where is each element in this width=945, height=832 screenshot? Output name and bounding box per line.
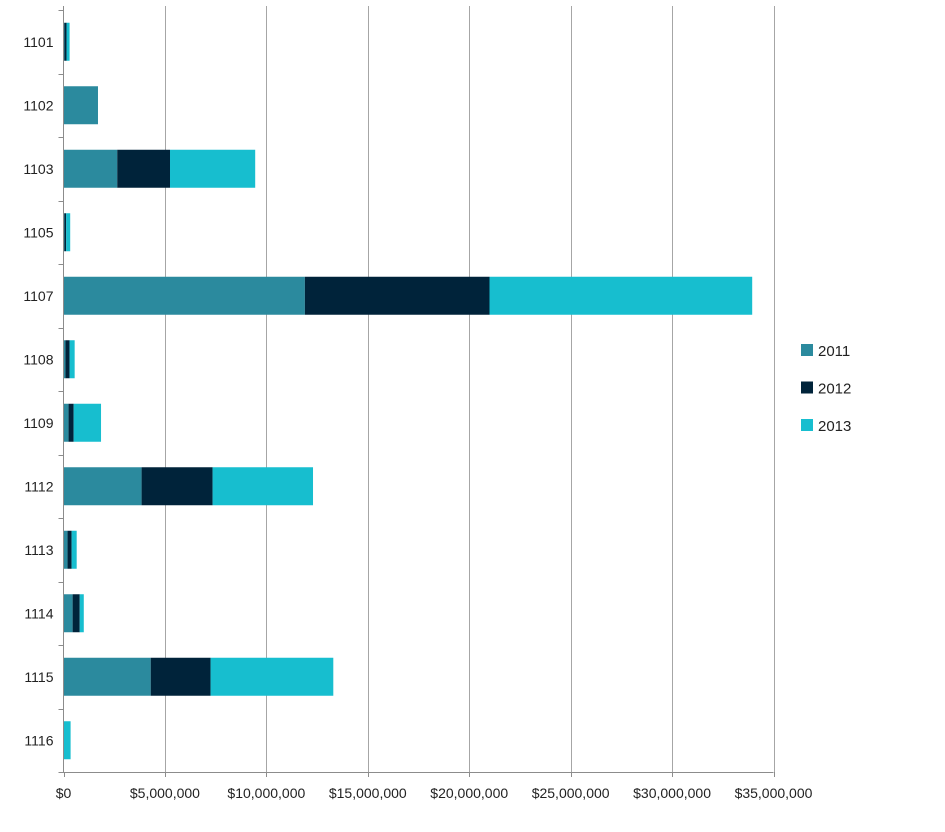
legend-swatch-2012: [801, 381, 813, 394]
bar-segment-1113-2012: [67, 530, 72, 569]
category-label: 1108: [23, 351, 53, 367]
bar-segment-1115-2013: [210, 657, 334, 696]
bar-segment-1101-2013: [66, 22, 70, 61]
category-labels: 1101 1102 1103 1105 1107 1108 1109 1112 1113 1114…: [23, 34, 53, 749]
bar-segment-1114-2011: [63, 594, 73, 633]
bar-segment-1112-2011: [63, 467, 142, 506]
legend: 2011 2012 2013: [801, 343, 851, 435]
legend-swatch-2013: [801, 419, 813, 431]
bar-segment-1114-2012: [72, 594, 80, 633]
x-tick-label: $35,000,000: [735, 785, 813, 801]
x-tick-label: $5,000,000: [130, 785, 200, 801]
legend-label-2013: 2013: [818, 418, 851, 435]
bar-segment-1105-2013: [66, 213, 71, 252]
category-label: 1113: [24, 542, 53, 558]
bar-segment-1107-2012: [304, 276, 490, 315]
bar-segment-1102-2011: [63, 86, 98, 125]
bar-segment-1105-2011: [63, 213, 65, 252]
x-tick-labels: $0 $5,000,000 $10,000,000 $15,000,000 $20,00…: [56, 785, 813, 801]
category-label: 1115: [24, 669, 53, 685]
bar-segment-1101-2012: [64, 22, 67, 61]
x-tick-label: $10,000,000: [227, 785, 305, 801]
bar-segment-1112-2013: [212, 467, 314, 506]
bar-segment-1107-2013: [489, 276, 753, 315]
bar-segment-1101-2011: [63, 22, 65, 61]
bar-segment-1114-2013: [79, 594, 84, 633]
gridlines: [165, 6, 775, 772]
x-tick-label: $30,000,000: [633, 785, 711, 801]
category-label: 1102: [23, 97, 53, 113]
bar-segment-1103-2011: [63, 149, 118, 188]
category-label: 1103: [23, 161, 53, 177]
category-label: 1101: [23, 34, 53, 50]
axes: [58, 6, 775, 777]
bar-segment-1107-2011: [63, 276, 305, 315]
category-label: 1112: [24, 478, 53, 494]
bar-segment-1113-2013: [71, 530, 77, 569]
bar-segment-1108-2012: [65, 340, 70, 379]
category-label: 1105: [23, 224, 53, 240]
bar-segment-1109-2012: [68, 403, 74, 442]
legend-label-2011: 2011: [818, 343, 850, 360]
bar-segment-1103-2013: [170, 149, 256, 188]
category-label: 1109: [23, 415, 53, 431]
bars: [63, 22, 753, 760]
category-label: 1114: [24, 605, 53, 621]
legend-label-2012: 2012: [818, 381, 851, 398]
bar-segment-1113-2011: [63, 530, 68, 569]
category-label: 1116: [24, 732, 53, 748]
bar-segment-1115-2011: [63, 657, 151, 696]
bar-segment-1115-2012: [150, 657, 211, 696]
x-tick-label: $20,000,000: [430, 785, 508, 801]
bar-segment-1108-2013: [69, 340, 75, 379]
bar-segment-1109-2011: [63, 403, 69, 442]
bar-segment-1108-2011: [63, 340, 66, 379]
legend-swatch-2011: [801, 344, 813, 356]
bar-segment-1109-2013: [73, 403, 102, 442]
bar-segment-1112-2012: [141, 467, 213, 506]
x-tick-label: $25,000,000: [532, 785, 610, 801]
bar-segment-1116-2013: [63, 721, 71, 760]
category-label: 1107: [23, 288, 53, 304]
x-tick-label: $15,000,000: [329, 785, 407, 801]
bar-segment-1103-2012: [117, 149, 170, 188]
bar-segment-1105-2012: [64, 213, 67, 252]
x-tick-label: $0: [56, 785, 72, 801]
